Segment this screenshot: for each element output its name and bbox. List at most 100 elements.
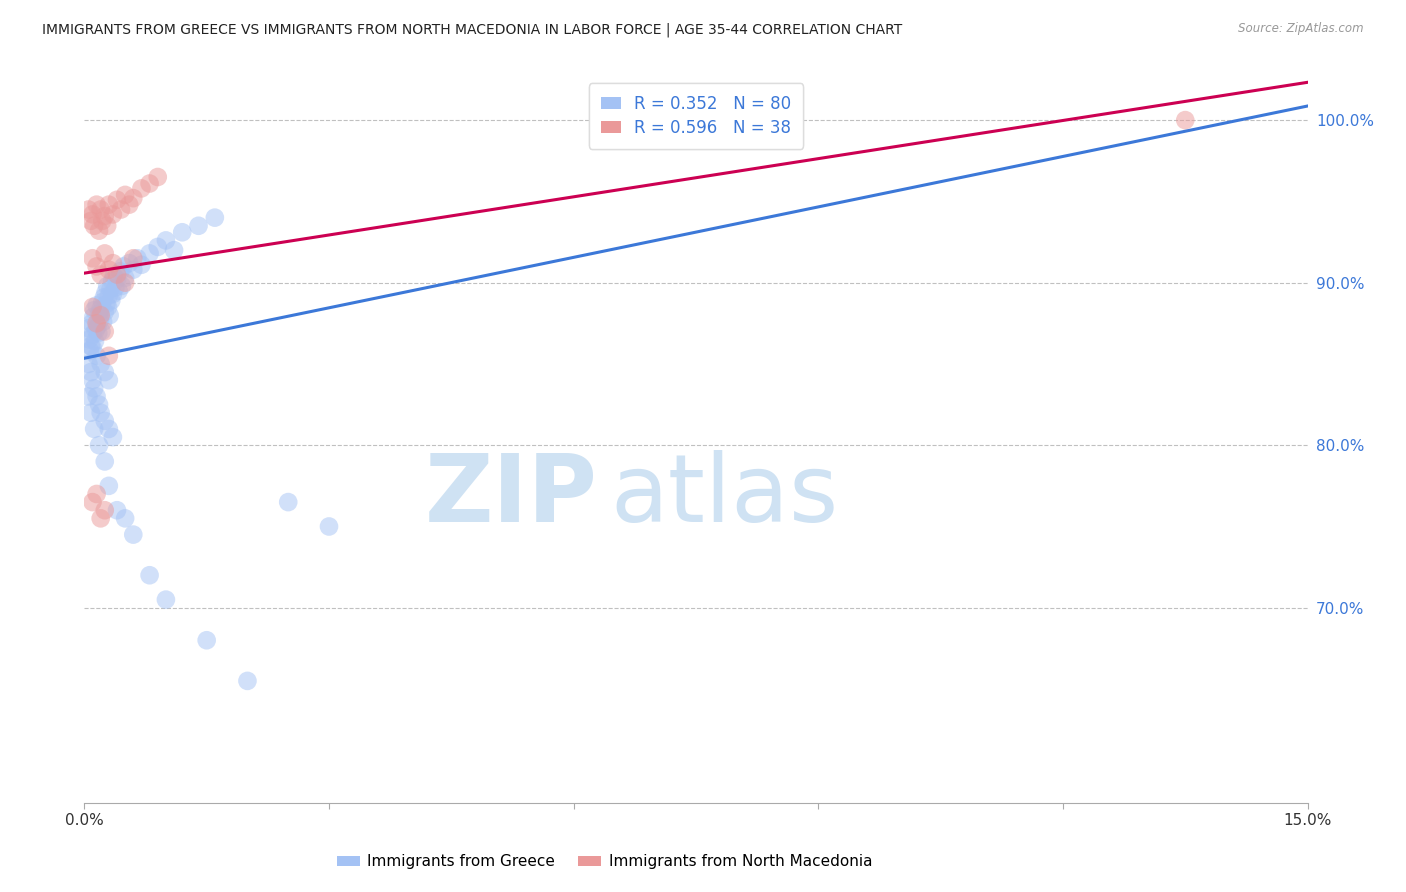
Point xyxy=(91,315,114,329)
Point xyxy=(82,300,104,314)
Point xyxy=(118,256,141,270)
Point xyxy=(685,113,707,128)
Point xyxy=(97,300,120,314)
Point xyxy=(83,303,105,318)
Point xyxy=(86,197,108,211)
Point xyxy=(97,197,120,211)
Point xyxy=(91,214,114,228)
Point xyxy=(122,252,145,266)
Point xyxy=(86,298,108,312)
Point xyxy=(82,341,104,355)
Point xyxy=(82,495,104,509)
Point xyxy=(97,288,120,302)
Point xyxy=(131,258,153,272)
Point xyxy=(103,269,125,284)
Point xyxy=(93,290,115,304)
Point xyxy=(112,260,135,274)
Point xyxy=(187,219,209,233)
Point xyxy=(96,297,118,311)
Point xyxy=(118,197,141,211)
Point xyxy=(87,307,110,321)
Point xyxy=(105,272,128,286)
Point xyxy=(77,333,100,347)
Point xyxy=(766,113,789,128)
Point xyxy=(94,285,117,300)
Point xyxy=(93,365,115,379)
Point xyxy=(77,321,100,335)
Point xyxy=(90,301,112,316)
Legend: Immigrants from Greece, Immigrants from North Macedonia: Immigrants from Greece, Immigrants from … xyxy=(330,848,879,875)
Point xyxy=(114,511,136,525)
Point xyxy=(138,246,160,260)
Point xyxy=(114,270,136,285)
Point xyxy=(91,295,114,310)
Point xyxy=(80,339,103,353)
Point xyxy=(101,287,124,301)
Point xyxy=(90,406,112,420)
Point xyxy=(96,219,118,233)
Point xyxy=(87,438,110,452)
Point xyxy=(122,527,145,541)
Point xyxy=(122,191,145,205)
Point xyxy=(163,243,186,257)
Point xyxy=(236,673,259,688)
Point xyxy=(82,373,104,387)
Point xyxy=(87,224,110,238)
Point xyxy=(86,349,108,363)
Point xyxy=(101,256,124,270)
Point xyxy=(80,365,103,379)
Point xyxy=(93,209,115,223)
Point xyxy=(83,422,105,436)
Point xyxy=(97,479,120,493)
Point xyxy=(105,268,128,282)
Point xyxy=(87,326,110,340)
Point xyxy=(82,207,104,221)
Point xyxy=(105,503,128,517)
Point xyxy=(90,511,112,525)
Point xyxy=(86,389,108,403)
Point xyxy=(122,262,145,277)
Point xyxy=(90,268,112,282)
Point xyxy=(111,279,134,293)
Point xyxy=(82,327,104,342)
Point xyxy=(114,276,136,290)
Point xyxy=(100,282,122,296)
Point xyxy=(155,592,177,607)
Point xyxy=(101,274,124,288)
Point xyxy=(114,187,136,202)
Point xyxy=(172,225,194,239)
Point xyxy=(97,422,120,436)
Point xyxy=(110,264,132,278)
Point xyxy=(83,381,105,395)
Point xyxy=(93,325,115,339)
Point xyxy=(100,293,122,308)
Point xyxy=(138,177,160,191)
Point xyxy=(86,260,108,274)
Point xyxy=(96,279,118,293)
Point xyxy=(101,207,124,221)
Point xyxy=(87,398,110,412)
Point xyxy=(80,316,103,330)
Point xyxy=(93,503,115,517)
Point xyxy=(107,284,129,298)
Point xyxy=(89,313,111,327)
Point xyxy=(84,334,107,348)
Point xyxy=(131,181,153,195)
Legend: R = 0.352   N = 80, R = 0.596   N = 38: R = 0.352 N = 80, R = 0.596 N = 38 xyxy=(589,83,803,148)
Point xyxy=(277,495,299,509)
Point xyxy=(104,280,127,294)
Text: atlas: atlas xyxy=(610,450,838,541)
Point xyxy=(90,202,112,217)
Point xyxy=(318,519,340,533)
Point xyxy=(93,454,115,468)
Point xyxy=(146,240,169,254)
Point xyxy=(82,252,104,266)
Point xyxy=(97,349,120,363)
Point xyxy=(77,389,100,403)
Point xyxy=(105,193,128,207)
Point xyxy=(97,373,120,387)
Point xyxy=(155,234,177,248)
Point xyxy=(90,308,112,322)
Point xyxy=(93,414,115,428)
Point xyxy=(86,316,108,330)
